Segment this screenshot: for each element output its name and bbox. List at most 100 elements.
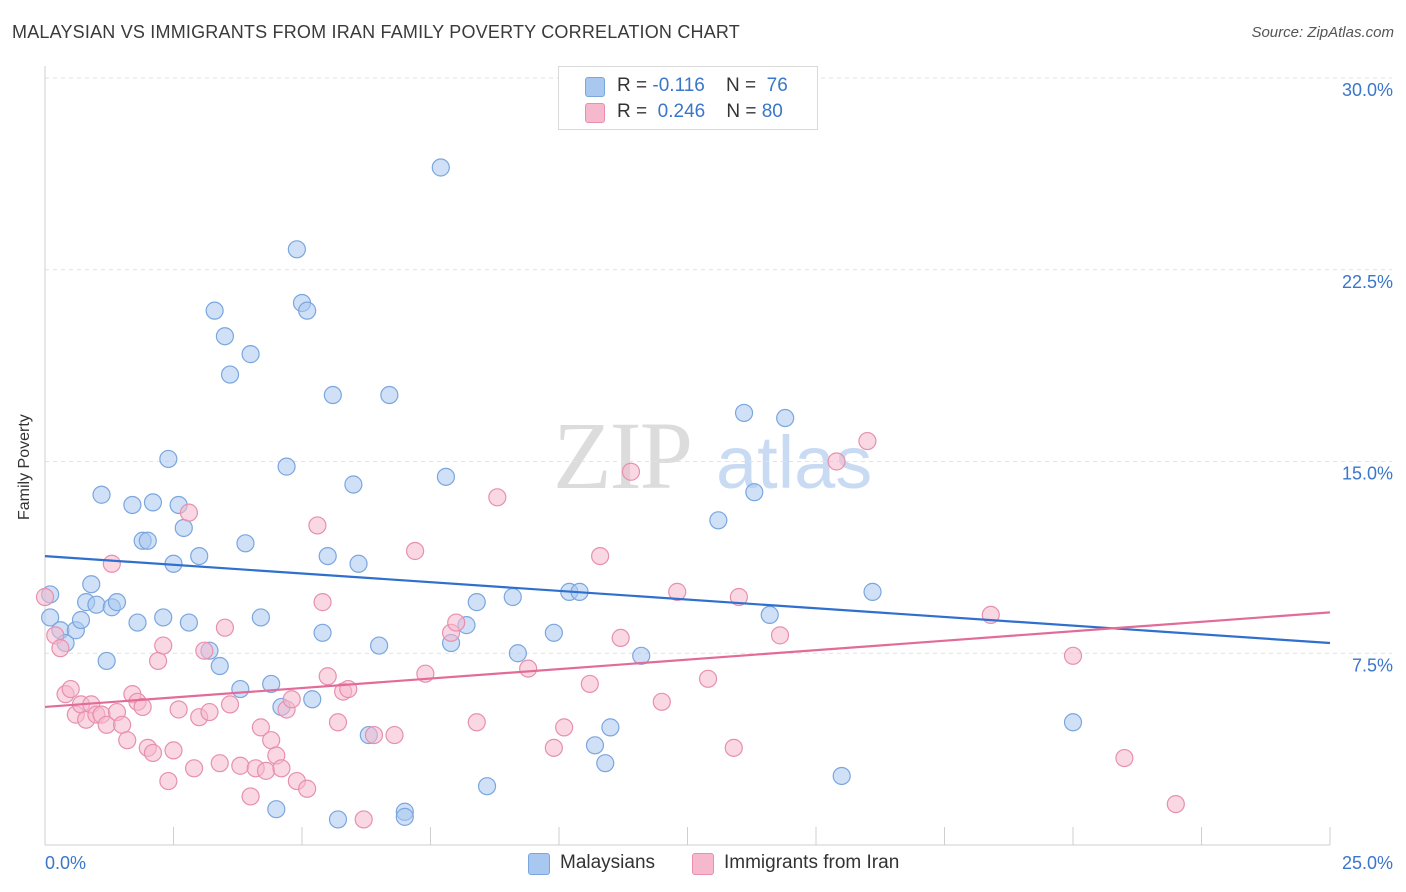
iran-point: [580, 674, 599, 694]
malaysian-point: [431, 158, 450, 177]
malaysian-point: [734, 403, 754, 423]
malaysian-point: [71, 610, 91, 630]
iran-point: [488, 488, 507, 507]
iran-point: [215, 618, 234, 637]
iran-point: [102, 554, 121, 573]
malaysian-point: [1063, 713, 1083, 732]
iran-point: [385, 725, 404, 745]
iran-point: [272, 759, 291, 778]
legend-bottom-label: Immigrants from Iran: [724, 852, 900, 873]
iran-point: [555, 718, 574, 737]
malaysian-point: [544, 623, 563, 642]
malaysian-point: [318, 546, 337, 566]
malaysian-point: [303, 690, 322, 709]
legend-r-value: -0.116: [652, 75, 705, 96]
malaysian-point: [251, 608, 270, 627]
malaysian-point: [231, 679, 250, 699]
malaysian-point: [395, 807, 414, 826]
iran-point: [159, 771, 178, 791]
malaysian-point: [776, 408, 795, 428]
malaysian-point: [313, 623, 332, 642]
malaysian-point: [709, 511, 728, 530]
malaysian-point: [277, 457, 296, 476]
iran-point: [112, 715, 132, 734]
malaysian-point: [179, 613, 199, 632]
malaysian-point: [190, 546, 209, 566]
iran-point: [133, 697, 152, 717]
iran-point: [668, 582, 687, 601]
malaysian-point: [863, 582, 882, 601]
iran-point: [1166, 794, 1185, 814]
malaysian-point: [205, 301, 224, 320]
legend-n-label: N =: [725, 75, 757, 96]
malaysian-point: [87, 595, 106, 614]
malaysian-point: [508, 644, 527, 663]
y-tick-label: 22.5%: [1342, 272, 1393, 292]
malaysian-point: [236, 534, 255, 553]
malaysian-point: [262, 674, 281, 694]
y-tick-label: 15.0%: [1342, 464, 1393, 484]
iran-point: [195, 641, 214, 660]
legend-r-value: 0.246: [657, 101, 706, 122]
iran-point: [231, 756, 250, 775]
y-tick-label: 30.0%: [1342, 80, 1393, 100]
malaysian-point: [632, 646, 651, 665]
legend-n-value: 76: [766, 75, 788, 96]
malaysian-point: [143, 493, 163, 512]
legend-bottom-label: Malaysians: [560, 852, 656, 873]
iran-point: [611, 628, 630, 648]
malaysian-point: [344, 475, 363, 494]
legend-bottom-swatch-pink: [692, 853, 714, 875]
watermark-atlas: atlas: [716, 421, 872, 504]
malaysian-point: [370, 636, 389, 655]
legend-n-label: N =: [726, 101, 757, 122]
malaysian-point: [328, 810, 348, 829]
legend-bottom-swatch-blue: [528, 853, 550, 875]
iran-point: [262, 731, 281, 750]
malaysian-point: [267, 800, 286, 819]
malaysian-point: [287, 240, 306, 259]
iran-point: [200, 702, 219, 722]
iran-point: [313, 593, 332, 612]
iran-point: [256, 761, 276, 780]
iran-point: [1063, 646, 1083, 665]
iran-point: [467, 713, 486, 732]
iran-point: [724, 738, 743, 757]
iran-point: [447, 613, 466, 632]
malaysian-point: [298, 301, 317, 320]
malaysian-point: [601, 718, 620, 737]
iran-point: [220, 695, 240, 714]
source-label: Source: ZipAtlas.com: [1251, 24, 1394, 41]
malaysian-point: [323, 385, 342, 405]
iran-point: [148, 651, 168, 671]
malaysian-point: [210, 656, 229, 676]
iran-point: [298, 779, 317, 798]
iran-point: [364, 725, 384, 745]
legend-n-value: 80: [761, 101, 783, 122]
iran-point: [184, 759, 204, 778]
malaysian-point: [41, 608, 60, 627]
iran-point: [729, 587, 749, 607]
iran-point: [35, 587, 55, 607]
malaysian-point: [107, 593, 127, 612]
iran-point: [308, 516, 327, 535]
malaysian-point: [154, 608, 173, 627]
malaysian-point: [138, 531, 157, 550]
iran-point: [827, 452, 846, 471]
iran-point: [169, 700, 188, 719]
iran-point: [591, 546, 610, 566]
malaysian-point: [92, 485, 111, 504]
iran-point: [328, 713, 348, 732]
malaysian-point: [477, 777, 497, 796]
malaysian-point: [832, 766, 851, 786]
legend-swatch-pink: [585, 103, 605, 123]
legend-r-label: R =: [617, 101, 648, 122]
malaysian-point: [349, 554, 368, 573]
iran-point: [544, 738, 563, 757]
malaysian-point: [380, 385, 399, 405]
malaysian-point: [174, 518, 193, 538]
malaysian-trendline: [44, 554, 1331, 645]
malaysian-point: [596, 754, 615, 773]
x-tick-label: 0.0%: [45, 853, 86, 873]
